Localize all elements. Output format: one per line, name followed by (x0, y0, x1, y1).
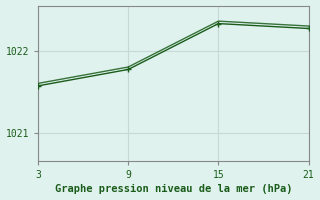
X-axis label: Graphe pression niveau de la mer (hPa): Graphe pression niveau de la mer (hPa) (55, 184, 292, 194)
